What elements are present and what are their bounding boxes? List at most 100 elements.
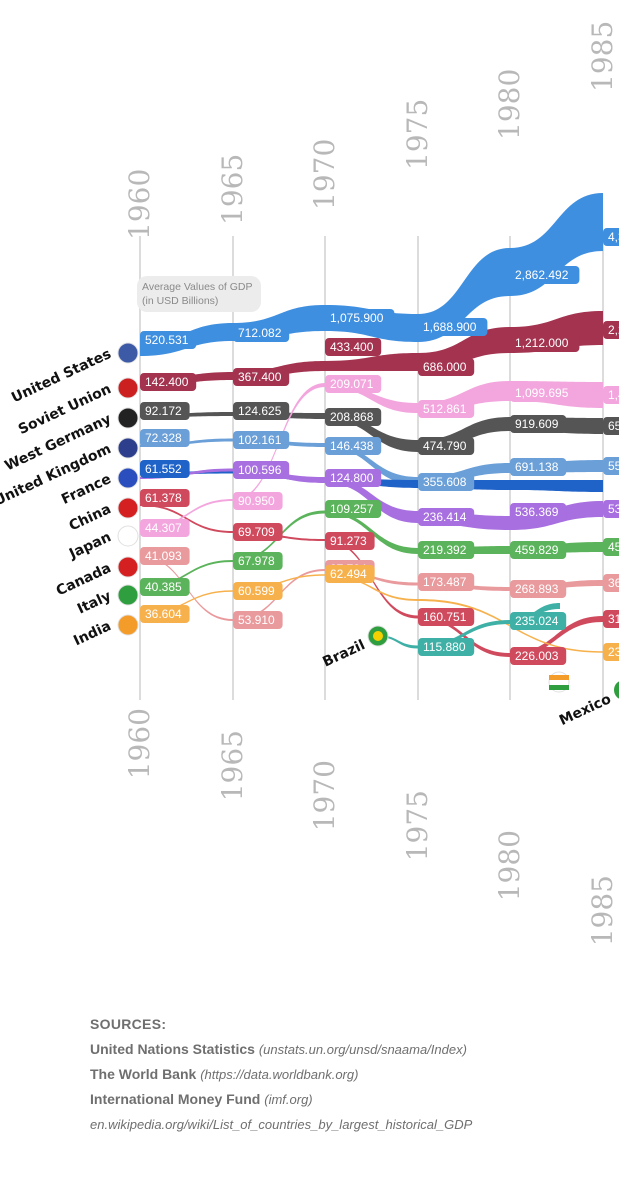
value-label-bg <box>510 503 567 521</box>
italy-flag-icon <box>117 584 139 606</box>
value-label: 124.800 <box>330 471 374 485</box>
source-url: (https://data.worldbank.org) <box>200 1067 359 1082</box>
india-flag-icon <box>117 614 139 636</box>
value-label: 236.414 <box>423 510 467 524</box>
value-label-bg <box>510 415 567 433</box>
country-label: India <box>71 618 114 649</box>
value-label: 1,099.695 <box>515 386 569 400</box>
value-label: 100.596 <box>238 463 282 477</box>
year-label-bottom: 1985 <box>586 875 619 946</box>
value-label: 109.257 <box>330 502 374 516</box>
value-label-bg <box>418 608 475 626</box>
source-name: International Money Fund <box>90 1091 261 1107</box>
value-label-bg <box>140 402 190 420</box>
series-ribbon-united-kingdom <box>140 438 603 485</box>
value-label-bg <box>603 417 619 435</box>
value-label: 536.369 <box>515 505 559 519</box>
value-label: 72.328 <box>145 431 182 445</box>
sources-block: SOURCES: United Nations Statistics (unst… <box>90 1016 610 1141</box>
value-label-bg <box>140 519 190 537</box>
value-label-bg <box>418 437 475 455</box>
value-label-bg <box>603 457 619 475</box>
value-label-bg <box>510 458 567 476</box>
gdp-bump-chart: 1960 1960 1965 1965 1970 1970 1975 1975 1980 1980… <box>0 21 619 946</box>
value-label: 55 <box>608 459 619 473</box>
source-url: en.wikipedia.org/wiki/List_of_countries_… <box>90 1117 473 1132</box>
value-label: 268.893 <box>515 582 559 596</box>
source-row: International Money Fund (imf.org) <box>90 1091 610 1107</box>
series-ribbon-purple-band <box>140 468 603 530</box>
value-label: 691.138 <box>515 460 559 474</box>
value-label-bg <box>603 643 619 661</box>
value-label: 60.599 <box>238 584 275 598</box>
value-label-bg <box>233 461 290 479</box>
value-label: 173.487 <box>423 575 467 589</box>
value-label-bg <box>325 500 382 518</box>
value-label-bg <box>418 400 475 418</box>
source-row: The World Bank (https://data.worldbank.o… <box>90 1066 610 1082</box>
value-label: 36 <box>608 576 619 590</box>
mexico-flag-icon <box>614 681 619 699</box>
series-ribbon-brazil <box>378 603 560 649</box>
value-label-bg <box>603 228 619 246</box>
year-label-bottom: 1965 <box>216 730 249 801</box>
france-flag-icon <box>117 467 139 489</box>
year-label-top: 1980 <box>493 69 526 140</box>
year-label-bottom: 1960 <box>123 708 156 779</box>
value-label: 1,212.000 <box>515 336 569 350</box>
value-label: 919.609 <box>515 417 559 431</box>
japan-flag-icon <box>117 525 139 547</box>
value-label-bg <box>233 402 290 420</box>
value-label-bg <box>233 582 283 600</box>
value-label: 45 <box>608 540 619 554</box>
value-label: 312 <box>608 612 619 626</box>
value-label-bg <box>233 368 290 386</box>
country-label: Brazil <box>320 637 367 670</box>
value-label-bg <box>325 437 382 455</box>
value-label-bg <box>510 647 567 665</box>
value-label-bg <box>603 500 619 518</box>
source-url: (imf.org) <box>264 1092 313 1107</box>
value-label-bg <box>140 578 190 596</box>
value-label: 40.385 <box>145 580 182 594</box>
value-label-bg <box>510 334 580 352</box>
value-label: 146.438 <box>330 439 374 453</box>
year-label-bottom: 1980 <box>493 830 526 901</box>
value-label-bg <box>140 429 190 447</box>
value-label-bg <box>325 338 382 356</box>
value-label: 2,862.492 <box>515 268 569 282</box>
value-label: 65 <box>608 419 619 433</box>
uk-flag-icon <box>117 437 139 459</box>
year-label-top: 1985 <box>586 21 619 92</box>
value-label: 69.709 <box>238 525 275 539</box>
value-label-bg <box>510 384 580 402</box>
value-label: 91.273 <box>330 534 367 548</box>
value-label-bg <box>233 324 290 342</box>
value-label: 1,4 <box>608 388 619 402</box>
us-flag-icon <box>117 342 139 364</box>
india-flag-icon <box>548 671 570 693</box>
value-label-bg <box>325 565 375 583</box>
value-label-bg <box>233 611 283 629</box>
gdp-note-box <box>137 276 261 312</box>
value-label-bg <box>418 573 475 591</box>
value-label: 712.082 <box>238 326 282 340</box>
value-label: 41.093 <box>145 549 182 563</box>
gdp-note-line1: Average Values of GDP <box>142 281 253 293</box>
value-label-bg <box>325 532 375 550</box>
value-label-bg <box>603 538 619 556</box>
value-label: 61.552 <box>145 462 182 476</box>
value-label-bg <box>140 605 190 623</box>
value-label-bg <box>325 408 382 426</box>
value-label: 53 <box>608 502 619 516</box>
value-label-bg <box>510 541 567 559</box>
value-label-bg <box>140 331 197 349</box>
value-label: 92.172 <box>145 404 182 418</box>
value-label-bg <box>603 386 619 404</box>
value-label-bg <box>325 375 382 393</box>
year-label-top: 1970 <box>308 139 341 210</box>
value-label-bg <box>233 523 283 541</box>
value-label: 512.861 <box>423 402 467 416</box>
year-label-top: 1965 <box>216 154 249 225</box>
west-germany-flag-icon <box>117 407 139 429</box>
